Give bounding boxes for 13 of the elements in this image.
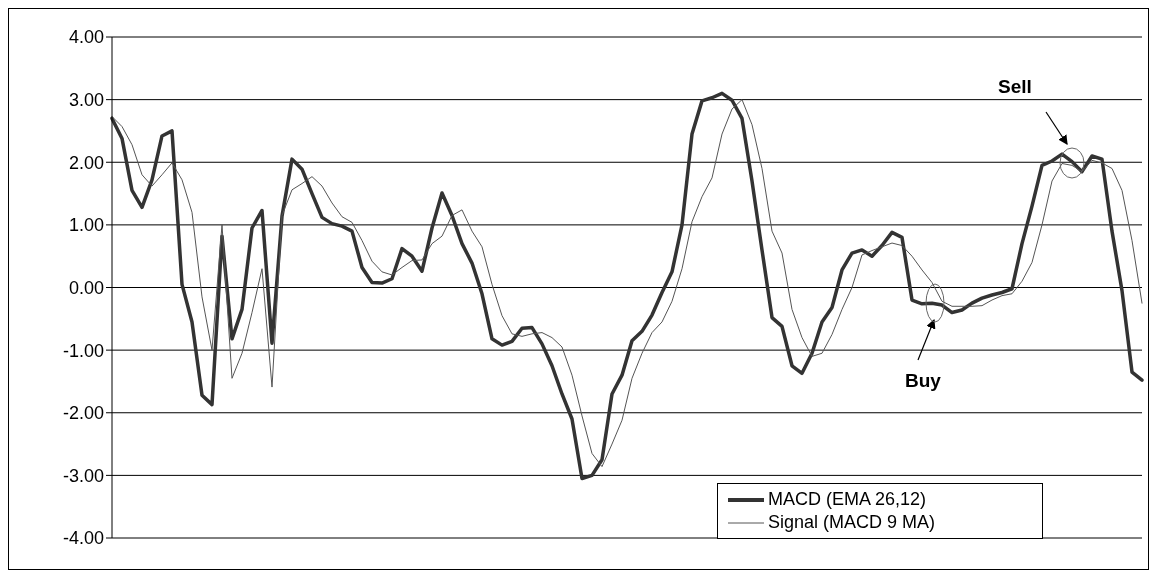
y-tick-label: -3.00: [62, 465, 104, 486]
legend-label: MACD (EMA 26,12): [768, 489, 927, 510]
legend-label: Signal (MACD 9 MA): [768, 512, 936, 533]
y-tick-label: 4.00: [68, 27, 104, 48]
y-tick-label: 2.00: [68, 152, 104, 173]
y-tick-label: -1.00: [62, 340, 104, 361]
y-tick-label: 1.00: [68, 215, 104, 236]
y-tick-label: -4.00: [62, 528, 104, 549]
annotation: Sell: [998, 76, 1032, 97]
y-tick-label: 0.00: [68, 277, 104, 298]
y-tick-label: -2.00: [62, 403, 104, 424]
y-tick-label: 3.00: [68, 90, 104, 111]
annotation: Buy: [905, 370, 942, 391]
